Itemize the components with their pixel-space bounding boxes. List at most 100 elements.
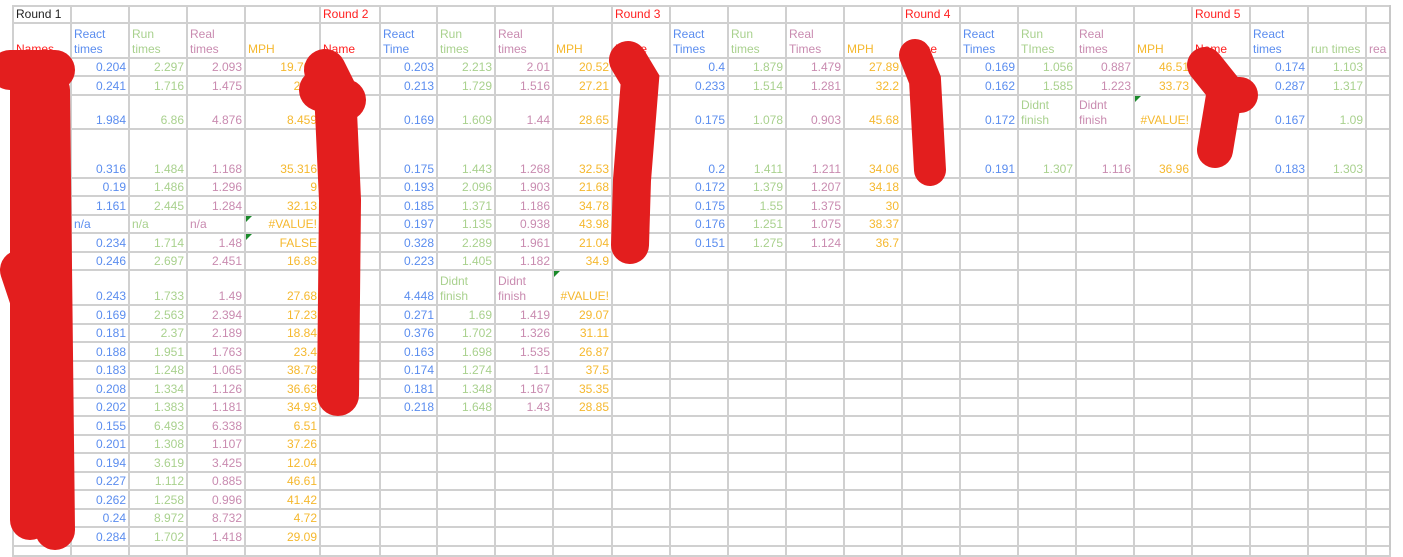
cell[interactable] (785, 544, 845, 557)
cell-mph[interactable]: 21.04 (552, 232, 613, 253)
cell-run[interactable]: 6.86 (128, 94, 188, 130)
cell-run[interactable]: 1.486 (128, 177, 188, 197)
cell[interactable] (901, 396, 961, 417)
cell[interactable] (379, 415, 438, 436)
cell[interactable] (1075, 251, 1135, 271)
cell-real[interactable]: n/a (186, 214, 246, 234)
cell-react[interactable]: 0.271 (379, 304, 438, 325)
cell[interactable] (1075, 232, 1135, 253)
cell-react[interactable]: 1.984 (70, 94, 130, 130)
cell-name-redacted[interactable] (319, 304, 381, 325)
cell[interactable] (552, 415, 613, 436)
cell[interactable] (901, 507, 961, 528)
cell-run[interactable]: 1.55 (727, 195, 787, 216)
cell[interactable] (70, 5, 130, 24)
column-header-run[interactable]: Run TImes (1017, 22, 1077, 59)
cell-real[interactable]: 1.903 (494, 177, 554, 197)
cell[interactable] (611, 322, 671, 343)
cell[interactable] (12, 544, 72, 557)
cell-name-redacted[interactable] (611, 232, 671, 253)
cell[interactable] (1133, 251, 1193, 271)
cell-react[interactable]: 0.223 (379, 251, 438, 271)
cell-name-redacted[interactable] (611, 94, 671, 130)
cell[interactable] (1249, 489, 1309, 510)
cell[interactable] (727, 415, 787, 436)
cell[interactable] (1365, 433, 1391, 454)
cell[interactable] (494, 544, 554, 557)
cell-run[interactable]: 2.697 (128, 251, 188, 271)
cell-name-redacted[interactable] (12, 433, 72, 454)
cell-name-redacted[interactable] (611, 214, 671, 234)
cell-mph[interactable]: 18.84 (244, 322, 321, 343)
cell-name-redacted[interactable] (901, 94, 961, 130)
cell-name-redacted[interactable] (12, 341, 72, 362)
cell-react[interactable]: 0.185 (379, 195, 438, 216)
cell-run[interactable]: 1.103 (1307, 57, 1367, 77)
cell[interactable] (1133, 359, 1193, 380)
cell-name-redacted[interactable] (319, 251, 381, 271)
cell-real[interactable]: 1.207 (785, 177, 845, 197)
comment-indicator-icon[interactable] (1136, 97, 1141, 102)
cell[interactable] (1075, 359, 1135, 380)
cell-name-redacted[interactable] (1191, 94, 1251, 130)
cell[interactable] (1075, 5, 1135, 24)
cell-run[interactable]: 1.714 (128, 232, 188, 253)
cell[interactable] (901, 470, 961, 491)
cell-react[interactable]: 0.181 (70, 322, 130, 343)
cell[interactable] (843, 341, 903, 362)
cell-mph[interactable]: 46.61 (244, 470, 321, 491)
cell[interactable] (901, 489, 961, 510)
cell-name-redacted[interactable] (319, 128, 381, 179)
cell[interactable] (1017, 269, 1077, 306)
cell[interactable] (669, 396, 729, 417)
cell[interactable] (1307, 5, 1367, 24)
cell[interactable] (901, 304, 961, 325)
comment-indicator-icon[interactable] (555, 272, 560, 277)
cell-run[interactable]: 1.307 (1017, 128, 1077, 179)
cell[interactable] (1307, 269, 1367, 306)
cell-real[interactable]: 0.938 (494, 214, 554, 234)
cell[interactable] (901, 359, 961, 380)
column-header-run[interactable]: Run times (436, 22, 496, 59)
cell[interactable] (669, 269, 729, 306)
cell[interactable] (1133, 322, 1193, 343)
cell-mph[interactable]: #VALUE! (244, 214, 321, 234)
cell[interactable] (1365, 94, 1391, 130)
cell[interactable] (1249, 359, 1309, 380)
cell[interactable] (843, 359, 903, 380)
column-header-real[interactable]: Real times (1075, 22, 1135, 59)
cell[interactable] (669, 489, 729, 510)
cell[interactable] (70, 544, 130, 557)
cell[interactable] (1017, 177, 1077, 197)
cell[interactable] (1075, 378, 1135, 399)
cell-react[interactable]: 0.155 (70, 415, 130, 436)
cell[interactable] (669, 251, 729, 271)
cell[interactable] (1017, 195, 1077, 216)
cell-real[interactable]: 1.763 (186, 341, 246, 362)
cell[interactable] (1191, 195, 1251, 216)
cell-react[interactable]: 0.233 (669, 75, 729, 96)
cell-mph[interactable]: 37.26 (244, 433, 321, 454)
cell[interactable] (1191, 359, 1251, 380)
column-header-react[interactable]: React times (1249, 22, 1309, 59)
cell[interactable] (552, 452, 613, 473)
cell-name-redacted[interactable] (12, 322, 72, 343)
cell[interactable] (1365, 470, 1391, 491)
cell[interactable] (669, 378, 729, 399)
cell-run[interactable]: 1.648 (436, 396, 496, 417)
cell-real[interactable]: 0.885 (186, 470, 246, 491)
cell[interactable] (1249, 214, 1309, 234)
cell-mph[interactable]: 41.42 (244, 489, 321, 510)
cell[interactable] (669, 544, 729, 557)
cell-name-redacted[interactable] (611, 57, 671, 77)
cell-real[interactable]: 1.126 (186, 378, 246, 399)
cell-run[interactable]: 1.729 (436, 75, 496, 96)
cell-name-redacted[interactable] (319, 75, 381, 96)
cell[interactable] (186, 5, 246, 24)
cell[interactable] (1249, 470, 1309, 491)
cell-name-redacted[interactable] (319, 269, 381, 306)
cell-mph[interactable]: 19.705 (244, 57, 321, 77)
cell-mph[interactable]: 35.35 (552, 378, 613, 399)
cell-react[interactable]: 0.227 (70, 470, 130, 491)
cell[interactable] (379, 489, 438, 510)
